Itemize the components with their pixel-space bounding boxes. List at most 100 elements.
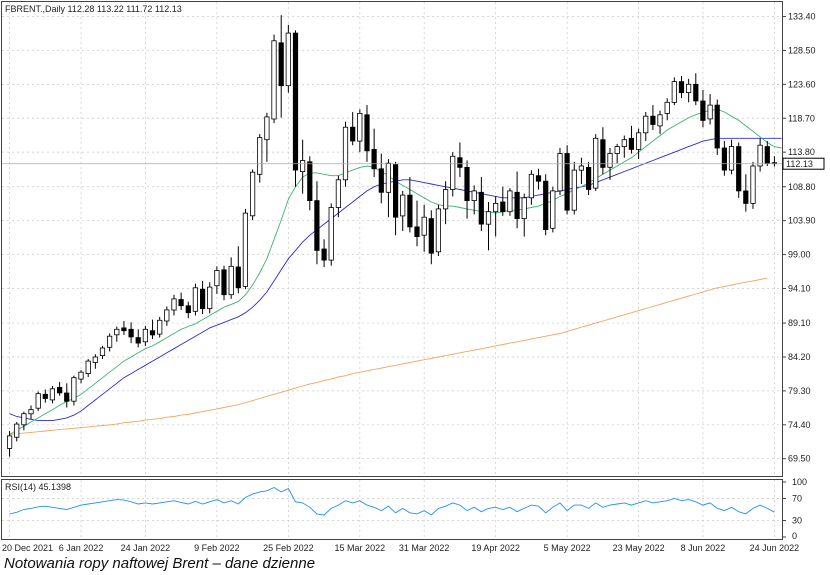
candle <box>400 190 406 232</box>
rsi-tick-label: 70 <box>792 494 802 504</box>
candle-body <box>85 360 91 375</box>
candle-body <box>199 288 206 310</box>
candle-body <box>593 137 599 189</box>
candle <box>435 204 442 256</box>
candle <box>128 322 134 344</box>
x-tick-label: 20 Dec 2021 <box>2 543 53 553</box>
candle-body <box>500 201 506 213</box>
candle-body <box>335 179 342 208</box>
candle <box>235 246 241 294</box>
candle <box>214 266 220 295</box>
candle <box>671 77 677 106</box>
candle <box>421 204 427 252</box>
chart-caption: Notowania ropy naftowej Brent – dane dzi… <box>4 555 316 572</box>
rsi-header: RSI(14) 45.1398 <box>5 482 71 492</box>
candle <box>528 170 535 205</box>
candle-body <box>35 393 41 409</box>
candle <box>543 174 549 236</box>
candle <box>64 383 70 408</box>
candle-body <box>278 42 284 87</box>
candle-body <box>521 197 527 220</box>
candle-body <box>264 116 270 141</box>
candle <box>628 125 635 154</box>
candle-body <box>550 190 556 229</box>
candle <box>743 174 749 212</box>
candle <box>114 326 120 342</box>
candle-body <box>221 269 227 296</box>
candle <box>686 78 692 103</box>
candle-body <box>142 328 148 343</box>
x-tick-label: 23 May 2022 <box>613 543 665 553</box>
candle <box>428 210 434 265</box>
candle-body <box>428 218 434 254</box>
candle <box>164 306 170 326</box>
rsi-tick-label: 100 <box>792 477 807 487</box>
candle <box>328 203 334 266</box>
candle-body <box>328 207 334 261</box>
candle-body <box>578 165 585 171</box>
candle <box>485 201 492 251</box>
candle-body <box>92 356 98 363</box>
candle-body <box>636 132 642 150</box>
y-tick-label: 103.90 <box>788 216 816 226</box>
candle <box>357 109 363 153</box>
candle-body <box>214 270 220 287</box>
candle-body <box>657 114 663 127</box>
candle-body <box>242 212 248 287</box>
candle-body <box>743 190 749 204</box>
x-tick-label: 9 Feb 2022 <box>194 543 240 553</box>
x-tick-label: 5 May 2022 <box>544 543 591 553</box>
candle-body <box>414 226 420 237</box>
y-tick-label: 94.10 <box>788 283 811 293</box>
candle-body <box>485 211 492 225</box>
candle-body <box>678 81 685 94</box>
y-tick-label: 118.70 <box>788 113 815 123</box>
candle-body <box>385 162 392 193</box>
candle <box>678 76 685 99</box>
ma-long-line <box>9 277 768 435</box>
candle-body <box>535 175 542 182</box>
candle-body <box>378 168 384 193</box>
candle <box>99 345 106 360</box>
y-tick-label: 123.60 <box>788 79 816 89</box>
candle-body <box>228 265 234 296</box>
candle-body <box>78 371 84 380</box>
candle-body <box>249 171 256 217</box>
candle <box>135 329 141 348</box>
grid-lines <box>2 2 782 539</box>
candle-body <box>557 153 563 192</box>
candle-body <box>307 161 313 202</box>
candle-body <box>114 328 120 336</box>
candle <box>636 128 642 160</box>
candle-body <box>586 166 592 190</box>
candle-body <box>350 126 356 142</box>
candle-body <box>514 191 520 220</box>
y-tick-label: 113.80 <box>788 147 815 157</box>
candle <box>578 157 585 184</box>
candle-body <box>185 305 191 314</box>
candle-body <box>164 309 170 322</box>
candle <box>278 15 284 118</box>
candle-body <box>621 139 627 147</box>
candle-body <box>57 386 63 394</box>
y-tick-label: 74.40 <box>788 420 811 430</box>
candle <box>442 181 449 225</box>
rsi-line <box>9 486 775 516</box>
candle-body <box>28 409 34 415</box>
candle <box>521 193 527 237</box>
candle <box>550 186 556 233</box>
candle <box>249 169 256 220</box>
candle-body <box>321 248 327 261</box>
candle-body <box>507 190 513 213</box>
candle-body <box>543 180 549 230</box>
candle-body <box>314 200 320 251</box>
candle <box>364 105 370 162</box>
candle-body <box>421 216 427 236</box>
candle <box>764 141 770 166</box>
candle-body <box>235 266 241 289</box>
candle-body <box>21 413 27 426</box>
candle-body <box>478 191 484 225</box>
candle <box>600 127 606 175</box>
candle <box>514 171 520 229</box>
candle-body <box>171 298 177 311</box>
